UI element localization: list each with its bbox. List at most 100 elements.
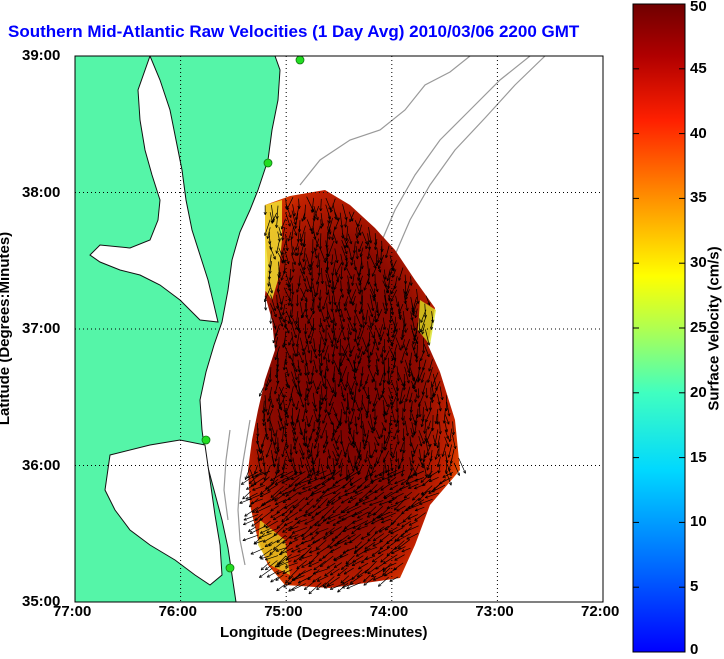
- velocity-vector-head: [397, 387, 400, 392]
- velocity-vector-head: [310, 289, 312, 293]
- velocity-vector-head: [428, 368, 430, 372]
- velocity-vector: [297, 547, 307, 553]
- velocity-vector: [277, 308, 286, 323]
- velocity-vector: [374, 338, 379, 351]
- velocity-vector: [255, 470, 271, 477]
- velocity-vector: [260, 528, 271, 534]
- velocity-vector: [401, 329, 403, 340]
- velocity-vector: [341, 239, 348, 255]
- velocity-vector-head: [303, 267, 307, 271]
- velocity-vector: [414, 506, 425, 512]
- velocity-vector-head: [242, 497, 246, 500]
- y-axis-label: Latitude (Degrees:Minutes): [0, 231, 14, 426]
- velocity-vector: [320, 308, 326, 323]
- velocity-vector: [373, 331, 376, 345]
- velocity-vector: [371, 476, 383, 483]
- velocity-vector-head: [426, 354, 430, 358]
- velocity-vector-head: [391, 307, 394, 311]
- velocity-vector-head: [337, 308, 340, 312]
- velocity-vector-head: [406, 380, 410, 384]
- velocity-vector-head: [316, 500, 320, 502]
- colorbar-ticks: [633, 3, 685, 653]
- velocity-vector-head: [298, 373, 302, 376]
- velocity-vector-head: [264, 307, 267, 311]
- velocity-vector-head: [401, 417, 403, 421]
- velocity-vector-head: [373, 540, 377, 542]
- velocity-vector-head: [269, 553, 273, 555]
- velocity-vector-head: [297, 481, 301, 485]
- velocity-vector: [344, 239, 349, 249]
- velocity-vector-head: [400, 481, 403, 485]
- velocity-vector: [288, 583, 301, 592]
- velocity-vector: [306, 470, 319, 478]
- velocity-vector: [286, 471, 299, 480]
- velocity-vector: [291, 210, 296, 225]
- velocity-vector-head: [274, 481, 278, 485]
- velocity-vector-head: [389, 422, 393, 426]
- velocity-vector: [397, 372, 404, 387]
- velocity-vector: [307, 393, 309, 406]
- velocity-vector: [272, 492, 280, 501]
- velocity-vector-head: [421, 462, 423, 466]
- velocity-vector-head: [308, 289, 312, 293]
- velocity-vector-head: [416, 359, 419, 363]
- velocity-vector-head: [363, 578, 365, 582]
- velocity-vector-head: [374, 246, 376, 250]
- velocity-vector-head: [411, 460, 414, 464]
- velocity-vector: [318, 555, 327, 562]
- velocity-vector-head: [345, 384, 347, 388]
- velocity-vector-head: [349, 421, 351, 425]
- velocity-vector: [352, 295, 356, 306]
- velocity-vector: [307, 266, 312, 276]
- velocity-vector: [311, 532, 320, 540]
- velocity-vector-head: [401, 337, 404, 341]
- velocity-vector-head: [351, 241, 353, 245]
- velocity-vector: [453, 462, 460, 476]
- velocity-vector: [285, 212, 291, 227]
- velocity-vector: [280, 296, 284, 311]
- velocity-vector-head: [318, 558, 321, 562]
- velocity-vector-head: [353, 376, 356, 380]
- velocity-vector-head: [314, 370, 318, 373]
- velocity-vector: [444, 413, 450, 425]
- colorbar-tick-label: 40: [690, 124, 707, 142]
- velocity-vector-head: [345, 237, 347, 241]
- velocity-vector: [371, 316, 375, 326]
- velocity-vector-head: [302, 419, 305, 423]
- velocity-vector: [300, 539, 312, 544]
- velocity-vector-head: [364, 321, 366, 325]
- velocity-vector: [328, 401, 334, 416]
- velocity-vector-head: [377, 551, 381, 555]
- velocity-vector: [277, 408, 282, 422]
- velocity-vector-head: [317, 387, 321, 391]
- velocity-vector: [318, 358, 322, 374]
- velocity-vector-head: [387, 478, 390, 482]
- velocity-vector-head: [310, 286, 313, 290]
- velocity-vector-head: [337, 383, 339, 387]
- velocity-vector-head: [417, 330, 420, 334]
- velocity-vector-head: [351, 469, 355, 472]
- velocity-vector-head: [282, 367, 285, 371]
- velocity-vector: [357, 408, 362, 421]
- velocity-vector-head: [357, 389, 360, 393]
- velocity-vector: [304, 204, 306, 220]
- velocity-vector-head: [353, 465, 356, 469]
- velocity-vector-head: [292, 488, 296, 492]
- velocity-vector-head: [279, 281, 281, 285]
- velocity-vector: [412, 331, 418, 345]
- velocity-vector-head: [351, 408, 353, 412]
- velocity-vector-head: [327, 455, 331, 459]
- velocity-vector: [355, 449, 362, 465]
- velocity-vector-head: [305, 315, 308, 318]
- velocity-vector-head: [387, 482, 391, 484]
- velocity-vector-head: [371, 323, 375, 327]
- velocity-vector: [364, 519, 376, 526]
- velocity-vector-head: [370, 352, 374, 356]
- velocity-vector: [389, 469, 405, 478]
- velocity-vector: [355, 266, 361, 283]
- colorbar-tick-label: 20: [690, 383, 707, 401]
- velocity-vector: [374, 311, 377, 323]
- velocity-vector-head: [275, 471, 277, 475]
- velocity-vector-head: [306, 402, 309, 406]
- velocity-vector-head: [330, 308, 333, 312]
